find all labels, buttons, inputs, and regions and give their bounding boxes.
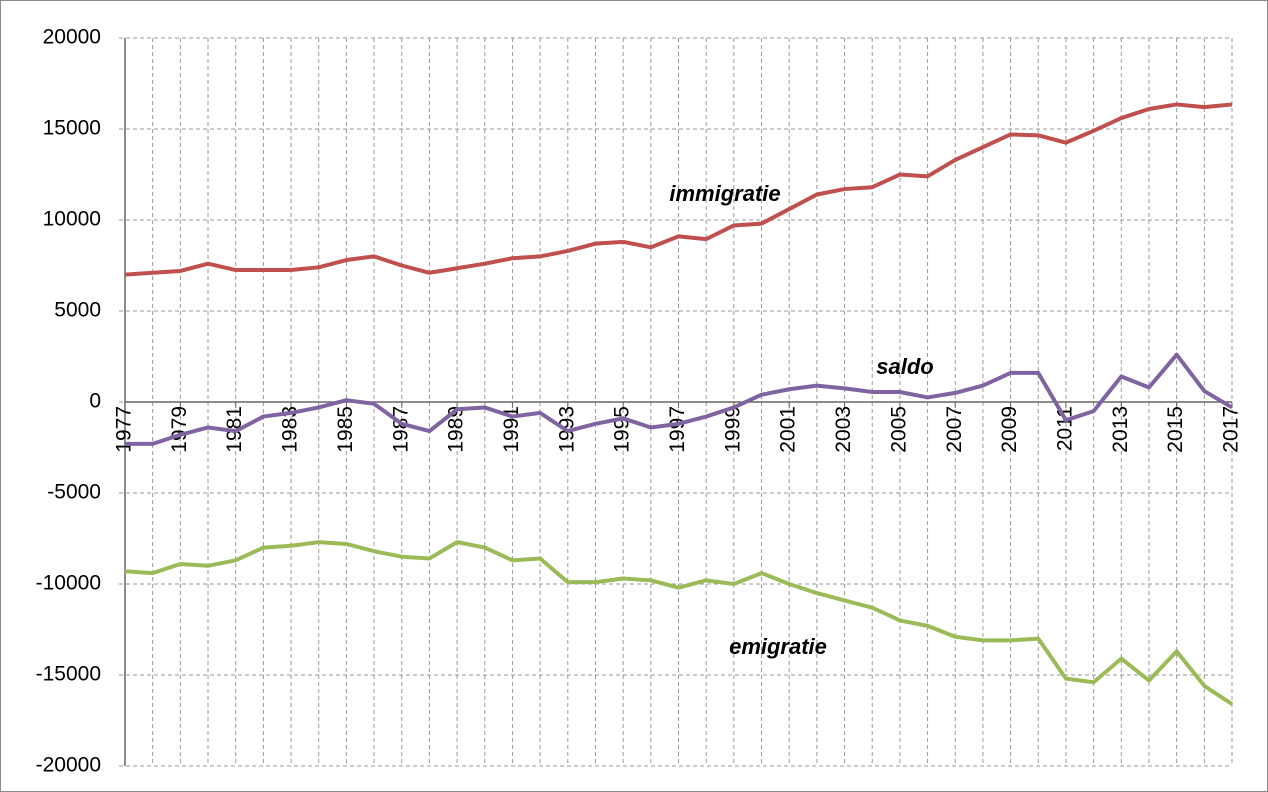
x-tick-label: 2017 xyxy=(1220,406,1243,453)
series-line xyxy=(125,352,1234,446)
x-tick-label: 1983 xyxy=(279,406,302,453)
x-tick-label: 1995 xyxy=(611,406,634,453)
y-tick-label: 15000 xyxy=(43,117,101,140)
series-label: immigratie xyxy=(669,181,780,206)
y-tick-label: -5000 xyxy=(47,481,101,504)
series-label: saldo xyxy=(876,354,933,379)
y-tick-label: 5000 xyxy=(54,299,101,322)
y-tick-label: 10000 xyxy=(43,208,101,231)
x-tick-label: 2015 xyxy=(1164,406,1187,453)
x-tick-label: 1977 xyxy=(113,406,136,453)
x-tick-label: 2005 xyxy=(887,406,910,453)
y-tick-label: -15000 xyxy=(36,663,101,686)
x-tick-label: 1987 xyxy=(389,406,412,453)
y-tick-label: 20000 xyxy=(43,26,101,49)
series-line xyxy=(124,540,1234,706)
y-tick-label: -10000 xyxy=(36,572,101,595)
x-tick-label: 1979 xyxy=(168,406,191,453)
x-tick-label: 2007 xyxy=(943,406,966,453)
x-tick-label: 2011 xyxy=(1053,406,1076,451)
x-tick-label: 1999 xyxy=(721,406,744,453)
y-tick-label: -20000 xyxy=(36,754,101,777)
x-tick-label: 2001 xyxy=(777,406,800,453)
x-tick-label: 1989 xyxy=(445,406,468,453)
x-tick-label: 2013 xyxy=(1109,406,1132,453)
x-tick-label: 1985 xyxy=(334,406,357,453)
series-label: emigratie xyxy=(729,634,827,659)
series-line xyxy=(124,102,1233,277)
x-tick-label: 2003 xyxy=(832,406,855,453)
x-tick-label: 2009 xyxy=(998,406,1021,453)
y-tick-label: 0 xyxy=(89,390,101,413)
x-tick-label: 1997 xyxy=(666,406,689,453)
